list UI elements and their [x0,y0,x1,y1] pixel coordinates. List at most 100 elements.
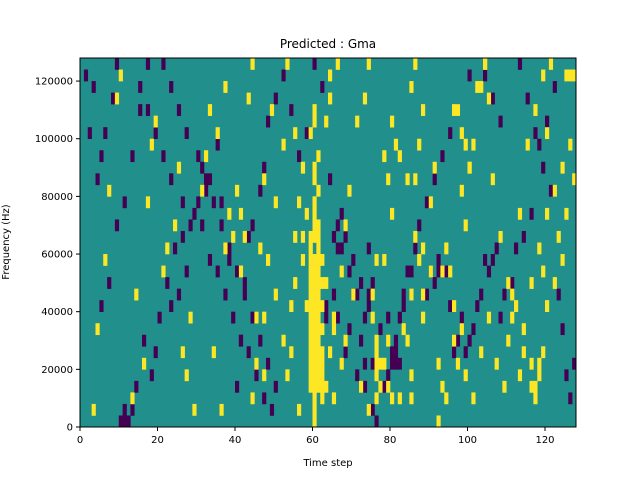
heatmap-cell-high [428,265,433,278]
x-tick-label: 40 [229,435,242,446]
heatmap-cell-high [281,334,286,347]
heatmap-cell-low [467,69,472,82]
heatmap-cell-high [537,357,542,370]
heatmap-cell-high [312,115,317,128]
heatmap-cell-low [393,346,399,359]
heatmap-cell-high [316,380,321,393]
heatmap-cell-high [529,357,534,370]
heatmap-cell-high [281,138,286,151]
heatmap-cell-low [107,277,112,289]
heatmap-cell-high [572,173,577,186]
heatmap-cell-low [560,323,565,336]
heatmap-cell-high [312,334,317,347]
heatmap-cell-high [316,346,321,359]
heatmap-cell-high [184,369,189,382]
y-tick-label: 0 [67,423,73,434]
heatmap-cell-high [444,242,449,255]
heatmap-cell-high [386,173,391,186]
x-axis-ticks: 0 20 40 60 80 100 120 [77,427,555,446]
heatmap-cell-high [568,138,573,151]
heatmap-cell-low [370,403,375,416]
heatmap-cell-high [312,230,317,243]
heatmap-cell-low [331,288,337,301]
heatmap-cell-high [421,242,426,255]
heatmap-cell-low [494,242,499,255]
heatmap-cell-high [312,288,317,301]
heatmap-cell-high [564,69,569,82]
heatmap-cell-high [308,288,313,301]
heatmap-cell-low [219,196,224,209]
heatmap-cell-low [111,92,116,105]
heatmap-cell-high [316,150,321,163]
heatmap-cell-low [552,81,557,93]
heatmap-cell-high [289,300,294,312]
heatmap-cell-low [103,127,108,140]
heatmap-cell-high [316,265,321,278]
heatmap-cell-high [285,58,290,70]
heatmap-cell-high [405,173,410,186]
heatmap-cell-low [142,334,147,347]
heatmap-cell-low [235,265,240,278]
heatmap-cell-low [467,334,472,347]
heatmap-cell-low [459,311,464,324]
heatmap-cell-low [145,104,151,116]
heatmap-cell-low [343,346,348,359]
heatmap-cell-high [533,380,538,393]
heatmap-cell-low [347,323,352,336]
heatmap-cell-low [417,219,422,232]
heatmap-cell-high [215,127,220,140]
heatmap-cell-high [308,127,313,140]
heatmap-cell-low [161,150,166,163]
heatmap-cell-low [328,173,333,186]
heatmap-cell-low [211,196,216,209]
y-tick-label: 80000 [41,192,73,203]
heatmap-cell-high [320,369,325,382]
heatmap-cell-high [134,288,139,301]
heatmap-cell-high [560,254,565,266]
heatmap-cell-high [312,346,317,359]
x-tick-label: 20 [151,435,164,446]
heatmap-cell-low [130,150,135,163]
heatmap-cell-low [386,369,391,382]
heatmap-cell-high [401,323,406,336]
heatmap-cell-high [207,104,213,116]
heatmap-cell-high [235,184,240,197]
heatmap-cell-low [200,219,205,232]
heatmap-cell-high [471,392,476,405]
heatmap-cell-high [421,311,426,324]
heatmap-cell-high [262,311,267,324]
heatmap-cell-high [324,380,329,393]
heatmap-cell-high [130,392,135,405]
heatmap-cell-low [548,184,554,197]
heatmap-cell-low [118,415,123,428]
heatmap-cell-high [238,207,244,220]
heatmap-cell-high [142,357,147,370]
heatmap-cell-low [452,346,457,359]
x-tick-label: 100 [458,435,477,446]
heatmap-cell-low [444,265,449,278]
heatmap-cell-high [312,219,317,232]
heatmap-cell-low [378,323,383,336]
heatmap-cell-high [300,230,306,243]
heatmap-cell-low [405,265,410,278]
heatmap-cell-low [545,115,550,128]
heatmap-cell-high [421,104,426,116]
heatmap-cell-high [417,254,422,266]
heatmap-cell-high [541,69,546,82]
heatmap-cell-high [324,115,329,128]
heatmap-cell-low [262,392,267,405]
heatmap-cell-high [355,115,360,128]
heatmap-cell-low [320,81,325,93]
heatmap-cell-high [545,300,550,312]
heatmap-cell-low [173,242,178,255]
heatmap-cell-high [293,230,298,243]
heatmap-cell-high [537,369,542,382]
heatmap-cell-high [328,346,333,359]
heatmap-cell-low [289,104,294,116]
heatmap-cell-low [359,334,364,347]
heatmap-cell-low [246,346,251,359]
heatmap-cell-high [382,150,387,163]
heatmap-cell-high [417,138,422,151]
y-axis-label: Frequency (Hz) [1,204,12,280]
heatmap-cell-high [204,150,209,163]
